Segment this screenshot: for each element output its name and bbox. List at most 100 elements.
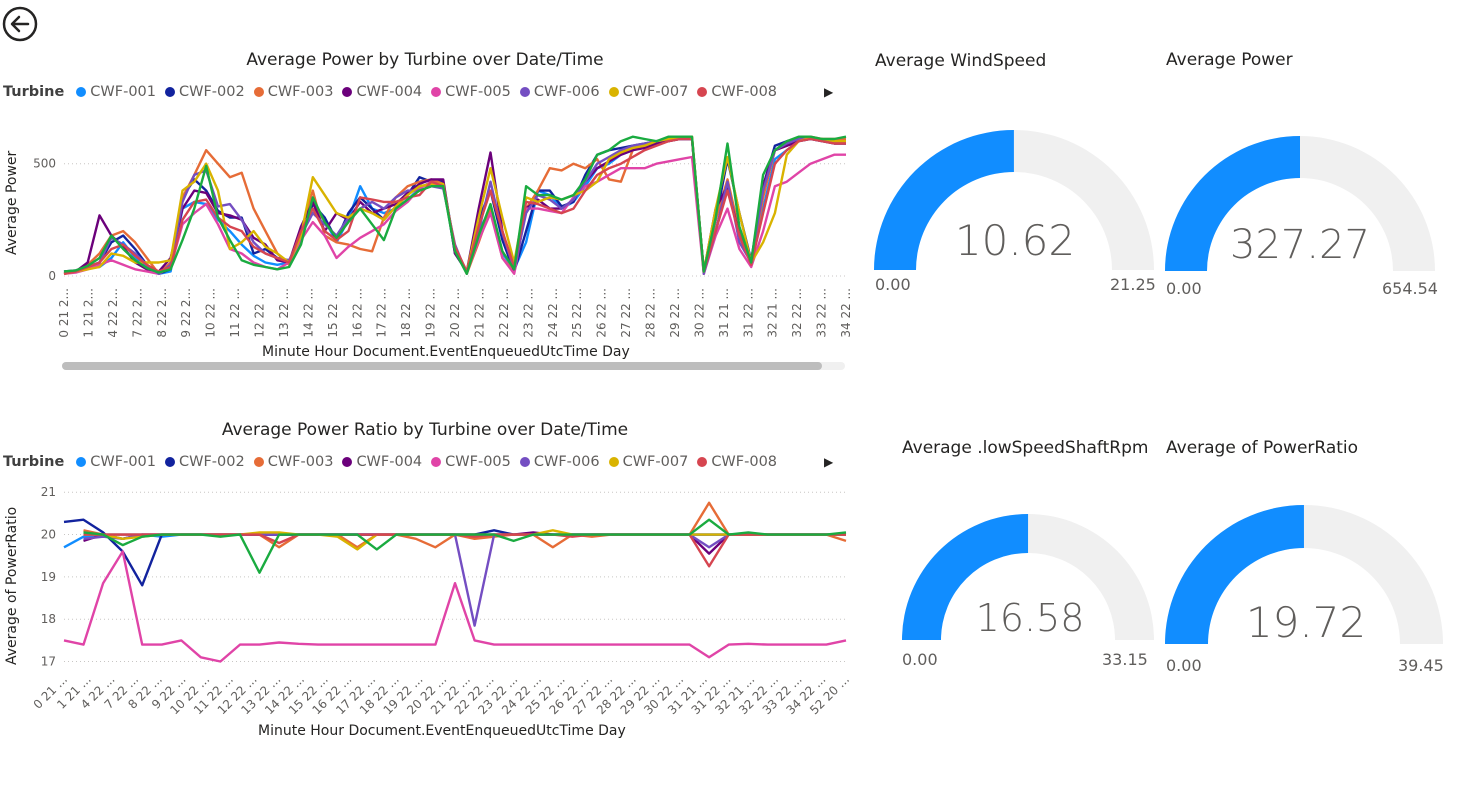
series-line-cwf-009 [63,135,847,275]
x-tick-label: 29 22 ... [668,288,682,338]
legend-item-cwf-008[interactable]: CWF-008 [697,454,777,470]
ratio-chart-xlabel: Minute Hour Document.EventEnqueuedUtcTim… [258,723,626,739]
x-tick-label: 16 22 ... [350,288,364,338]
legend-item-cwf-002[interactable]: CWF-002 [165,84,245,100]
x-tick-label: 31 21 ... [717,288,731,338]
legend-item-cwf-003[interactable]: CWF-003 [253,454,333,470]
gauge-title-lowspeedshaftrpm: Average .lowSpeedShaftRpm [902,438,1149,458]
legend-item-cwf-004[interactable]: CWF-004 [342,84,422,100]
power-chart-title: Average Power by Turbine over Date/Time [246,50,604,70]
gauge-title-powerratio: Average of PowerRatio [1166,438,1359,458]
gauge-value-powerratio: 19.72 [1245,598,1367,647]
gauge-lowspeedshaftrpm [902,514,1154,640]
gauge-power [1165,136,1435,271]
ratio-chart-legend: Turbine CWF-001 CWF-002 CWF-003 CWF-004 … [3,454,786,470]
x-tick-label: 24 22 ... [546,288,560,338]
legend-title: Turbine [3,454,65,470]
legend-next-arrow-icon[interactable]: ▶ [824,455,834,469]
power-chart-legend: Turbine CWF-001 CWF-002 CWF-003 CWF-004 … [3,84,786,100]
gauge-max-windspeed: 21.25 [1110,275,1156,294]
y-tick-label: 20 [41,528,56,542]
gauge-min-powerratio: 0.00 [1166,656,1202,675]
gauge-title-windspeed: Average WindSpeed [875,51,1047,71]
gauge-powerratio [1165,505,1443,644]
legend-item-cwf-002[interactable]: CWF-002 [165,454,245,470]
legend-item-cwf-005[interactable]: CWF-005 [431,84,511,100]
x-tick-label: 28 22 ... [644,288,658,338]
legend-next-arrow-icon[interactable]: ▶ [824,85,834,99]
gauge-min-windspeed: 0.00 [875,275,911,294]
legend-item-cwf-006[interactable]: CWF-006 [519,454,600,470]
gauge-fill [902,514,1029,640]
gauge-title-power: Average Power [1166,50,1293,70]
series-line-cwf-002 [63,518,846,587]
x-tick-label: 22 22 ... [497,288,511,338]
x-tick-label: 21 22 ... [472,288,486,338]
x-tick-label: 34 22 ... [839,288,850,338]
ratio-chart-title: Average Power Ratio by Turbine over Date… [221,420,629,440]
x-tick-label: 8 22 2... [155,288,169,338]
gauge-fill [1165,136,1300,271]
x-tick-label: 7 22 2... [130,288,144,338]
gauge-max-power: 654.54 [1382,279,1438,298]
gauge-value-lowspeedshaftrpm: 16.58 [975,596,1085,640]
series-line-cwf-009 [83,518,847,574]
gauge-min-lowspeedshaftrpm: 0.00 [902,650,938,669]
x-tick-label: 11 22 ... [228,288,242,338]
legend-item-cwf-001[interactable]: CWF-001 [76,84,156,100]
x-tick-label: 20 22 ... [448,288,462,338]
x-tick-label: 33 22 ... [815,288,829,338]
series-line-cwf-005 [63,550,847,663]
legend-title: Turbine [3,84,65,100]
legend-item-cwf-003[interactable]: CWF-003 [253,84,333,100]
x-tick-label: 0 21 2... [57,288,71,338]
legend-item-cwf-004[interactable]: CWF-004 [342,454,422,470]
legend-item-cwf-001[interactable]: CWF-001 [76,454,156,470]
y-tick-label: 500 [33,157,56,171]
series-line-cwf-008 [83,533,846,568]
gauge-max-lowspeedshaftrpm: 33.15 [1102,650,1148,669]
y-tick-label: 21 [41,485,56,499]
legend-item-cwf-005[interactable]: CWF-005 [431,454,511,470]
x-tick-label: 1 21 2... [81,288,95,338]
gauge-value-power: 327.27 [1230,222,1370,268]
x-tick-label: 32 22 ... [790,288,804,338]
y-tick-label: 19 [41,570,56,584]
x-tick-label: 31 22 ... [741,288,755,338]
x-tick-label: 18 22 ... [399,288,413,338]
legend-item-cwf-006[interactable]: CWF-006 [519,84,600,100]
x-tick-label: 15 22 ... [326,288,340,338]
gauge-fill [874,130,1014,270]
x-tick-label: 17 22 ... [375,288,389,338]
x-tick-label: 25 22 ... [570,288,584,338]
x-tick-label: 23 22 ... [521,288,535,338]
gauge-windspeed [874,130,1154,270]
x-tick-label: 14 22 ... [301,288,315,338]
x-tick-label: 4 22 2... [106,288,120,338]
x-tick-label: 27 22 ... [619,288,633,338]
gauge-value-windspeed: 10.62 [954,216,1076,265]
x-tick-label: 10 22 ... [204,288,218,338]
series-line-cwf-003 [83,501,847,549]
y-tick-label: 17 [41,655,56,669]
x-tick-label: 26 22 ... [595,288,609,338]
y-tick-label: 18 [41,612,56,626]
y-tick-label: 0 [48,269,56,283]
x-tick-label: 13 22 ... [277,288,291,338]
legend-item-cwf-007[interactable]: CWF-007 [608,454,688,470]
x-tick-label: 12 22 ... [253,288,267,338]
x-tick-label: 19 22 ... [424,288,438,338]
gauge-min-power: 0.00 [1166,279,1202,298]
back-arrow-circle-icon [2,6,38,42]
chart-scrollbar-thumb[interactable] [62,362,822,370]
back-button[interactable] [2,6,38,42]
power-chart-plot: 0 500 0 21 2... 1 21 2... 4 22 2... 7 22 2...… [33,135,850,338]
gauge-fill [1165,505,1304,644]
x-tick-label: 30 22 ... [692,288,706,338]
x-tick-label: 9 22 2... [179,288,193,338]
legend-item-cwf-008[interactable]: CWF-008 [697,84,777,100]
legend-item-cwf-007[interactable]: CWF-007 [608,84,688,100]
gauge-max-powerratio: 39.45 [1398,656,1444,675]
power-chart-xlabel: Minute Hour Document.EventEnqueuedUtcTim… [262,344,630,360]
x-tick-label: 32 21 ... [766,288,780,338]
